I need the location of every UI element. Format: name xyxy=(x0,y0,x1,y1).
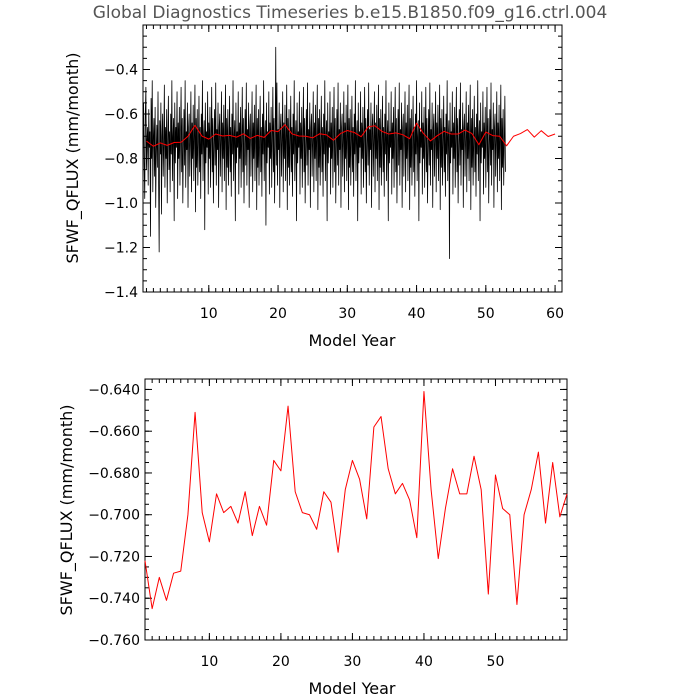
y-tick-label: −1.4 xyxy=(104,285,138,301)
plot-frame-bottom xyxy=(144,378,568,641)
x-axis-label-top: Model Year xyxy=(309,331,396,350)
series-group-top xyxy=(142,46,556,260)
x-tick-label: 50 xyxy=(487,654,505,670)
y-axis-label-top: SFWF_QFLUX (mm/month) xyxy=(63,52,83,263)
y-tick-label: −0.760 xyxy=(88,633,140,649)
y-ticks-bottom: −0.760 −0.740 −0.720 −0.700 −0.680 −0.660 −0.6… xyxy=(88,378,567,649)
y-tick-label: −0.640 xyxy=(88,382,140,398)
panel-annual-mean: −0.760 −0.740 −0.720 −0.700 −0.680 −0.660 −0.6… xyxy=(57,378,568,698)
x-tick-label: 10 xyxy=(200,654,218,670)
x-tick-label: 30 xyxy=(338,306,356,322)
y-tick-label: −0.4 xyxy=(104,63,138,79)
y-tick-label: −0.700 xyxy=(88,508,140,524)
x-tick-label: 40 xyxy=(408,306,426,322)
series-monthly-line xyxy=(142,46,506,260)
series-annual-mean-line xyxy=(146,122,556,147)
y-tick-label: −0.660 xyxy=(88,424,140,440)
y-tick-label: −0.720 xyxy=(88,549,140,565)
y-tick-label: −0.680 xyxy=(88,466,140,482)
x-axis-label-bottom: Model Year xyxy=(309,679,396,698)
y-axis-label-bottom: SFWF_QFLUX (mm/month) xyxy=(57,404,77,615)
series-annual-mean-line xyxy=(144,391,568,610)
x-tick-label: 10 xyxy=(200,306,218,322)
x-tick-label: 40 xyxy=(415,654,433,670)
y-tick-label: −1.2 xyxy=(104,241,138,257)
panel-monthly-timeseries: −1.4 −1.2 −1.0 −0.8 −0.6 −0.4 10 20 30 40 50 60 Mo… xyxy=(63,24,564,350)
x-tick-label: 50 xyxy=(477,306,495,322)
y-tick-label: −0.6 xyxy=(104,107,138,123)
y-tick-label: −0.8 xyxy=(104,152,138,168)
series-group-bottom xyxy=(144,391,568,610)
x-tick-label: 20 xyxy=(269,306,287,322)
x-tick-label: 20 xyxy=(272,654,290,670)
x-ticks-bottom: 10 20 30 40 50 xyxy=(144,379,568,670)
x-ticks-top: 10 20 30 40 50 60 xyxy=(145,25,564,322)
x-tick-label: 30 xyxy=(344,654,362,670)
y-tick-label: −1.0 xyxy=(104,196,138,212)
figure-title: Global Diagnostics Timeseries b.e15.B185… xyxy=(93,3,608,23)
x-tick-label: 60 xyxy=(546,306,564,322)
y-tick-label: −0.740 xyxy=(88,591,140,607)
